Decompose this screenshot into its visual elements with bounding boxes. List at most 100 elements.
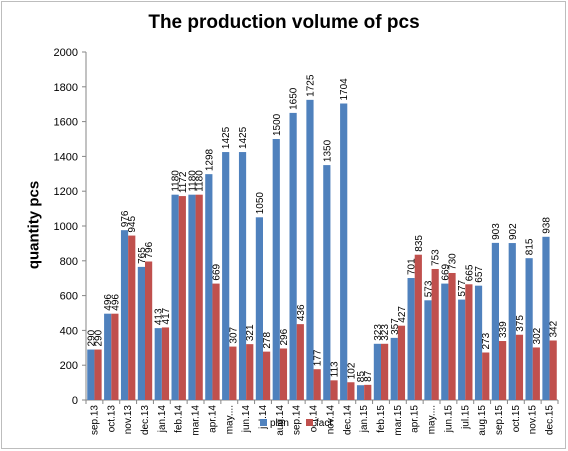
data-label-fact: 1180 [195, 170, 206, 192]
bar-plan [458, 299, 466, 400]
data-label-fact: 177 [313, 349, 324, 366]
y-tick-label: 1000 [54, 221, 78, 233]
x-tick-label: jun.15 [443, 405, 454, 434]
data-label-fact: 427 [397, 306, 408, 323]
data-label-fact: 835 [414, 235, 425, 252]
y-tick-label: 0 [72, 395, 78, 407]
bar-fact [212, 283, 220, 400]
legend-swatch-plan [260, 419, 267, 426]
data-label-plan: 1650 [289, 87, 300, 110]
data-label-plan: 657 [474, 266, 485, 283]
bar-plan [120, 230, 129, 400]
x-tick-label: mar.14 [191, 405, 202, 436]
bar-fact [111, 313, 119, 400]
bar-plan [390, 337, 398, 400]
x-tick-label: oct.14 [309, 405, 320, 433]
bar-plan [373, 343, 381, 400]
data-label-fact: 730 [448, 253, 459, 270]
data-label-plan: 357 [390, 318, 401, 335]
data-label-fact: 273 [481, 332, 492, 349]
data-label-fact: 796 [144, 241, 155, 258]
bar-plan [356, 385, 365, 400]
bar-fact [145, 261, 153, 400]
bar-fact [246, 344, 254, 400]
y-tick-label: 2000 [54, 47, 78, 59]
bar-fact [178, 196, 186, 400]
bar-plan [137, 266, 145, 400]
data-label-fact: 945 [127, 215, 138, 232]
data-label-fact: 113 [330, 361, 341, 377]
data-label-plan: 903 [491, 223, 502, 240]
bar-fact [347, 382, 355, 400]
x-tick-label: jan.15 [359, 405, 370, 434]
x-tick-label: dec.14 [342, 405, 353, 435]
bar-fact [330, 380, 338, 400]
x-tick-label: apr.14 [207, 405, 218, 433]
y-tick-label: 1600 [54, 117, 78, 129]
bar-plan [323, 165, 331, 400]
bar-fact [94, 349, 102, 400]
data-label-fact: 323 [380, 324, 391, 341]
bar-plan [171, 194, 179, 400]
data-label-fact: 665 [464, 264, 475, 281]
bar-fact [313, 369, 321, 400]
x-tick-label: dec.15 [545, 405, 556, 435]
y-tick-label: 600 [60, 291, 78, 303]
data-label-fact: 307 [228, 326, 239, 343]
data-label-plan: 573 [423, 280, 434, 297]
data-label-fact: 669 [212, 263, 223, 280]
y-tick-label: 1400 [54, 151, 78, 163]
data-label-plan: 976 [120, 210, 131, 227]
x-tick-label: dec.13 [140, 405, 151, 435]
data-label-fact: 375 [515, 315, 526, 332]
bar-plan [306, 99, 314, 400]
data-label-plan: 1180 [171, 170, 182, 192]
data-label-plan: 1050 [255, 192, 266, 215]
bar-fact [515, 334, 524, 400]
data-label-plan: 815 [525, 238, 536, 255]
data-label-plan: 323 [373, 324, 384, 341]
y-tick-label: 800 [60, 256, 78, 268]
x-tick-label: jul.15 [460, 405, 471, 430]
data-label-plan: 1704 [339, 78, 350, 101]
x-tick-label: nov.13 [123, 405, 134, 435]
bar-fact [263, 351, 271, 400]
bar-plan [441, 283, 449, 400]
bar-plan [289, 112, 297, 401]
bar-fact [279, 348, 288, 400]
data-label-plan: 290 [86, 329, 97, 346]
bar-plan [542, 236, 550, 400]
data-label-fact: 102 [346, 362, 357, 379]
bar-fact [414, 254, 422, 400]
y-tick-label: 200 [60, 360, 78, 372]
data-label-plan: 765 [137, 247, 148, 264]
x-tick-label: jul.14 [258, 405, 269, 430]
x-tick-label: mar.15 [393, 405, 404, 436]
legend-label-plan: plan [270, 418, 289, 429]
bar-fact [431, 268, 439, 400]
data-label-plan: 902 [508, 223, 519, 240]
bar-fact [448, 272, 456, 400]
data-label-plan: 1500 [272, 113, 283, 136]
legend-label-fact: fact [316, 418, 332, 429]
bar-fact [195, 194, 203, 400]
x-tick-label: feb.15 [376, 405, 387, 433]
data-label-fact: 302 [532, 327, 543, 344]
bar-plan [272, 139, 280, 400]
bar-fact [161, 327, 170, 400]
bar-plan [407, 278, 415, 400]
bar-plan [238, 152, 247, 400]
x-tick-label: sep.13 [89, 405, 100, 435]
data-label-plan: 1425 [238, 126, 249, 149]
x-tick-label: jun.14 [241, 405, 252, 434]
bar-plan [154, 328, 162, 400]
data-label-plan: 938 [541, 217, 552, 234]
data-label-fact: 753 [431, 249, 442, 266]
x-tick-label: jan.14 [157, 405, 168, 434]
data-label-plan: 85 [356, 371, 367, 383]
bar-plan [255, 217, 263, 400]
bar-plan [104, 313, 112, 400]
legend-swatch-fact [306, 419, 313, 426]
bar-fact [364, 384, 372, 400]
data-label-fact: 290 [94, 329, 105, 346]
